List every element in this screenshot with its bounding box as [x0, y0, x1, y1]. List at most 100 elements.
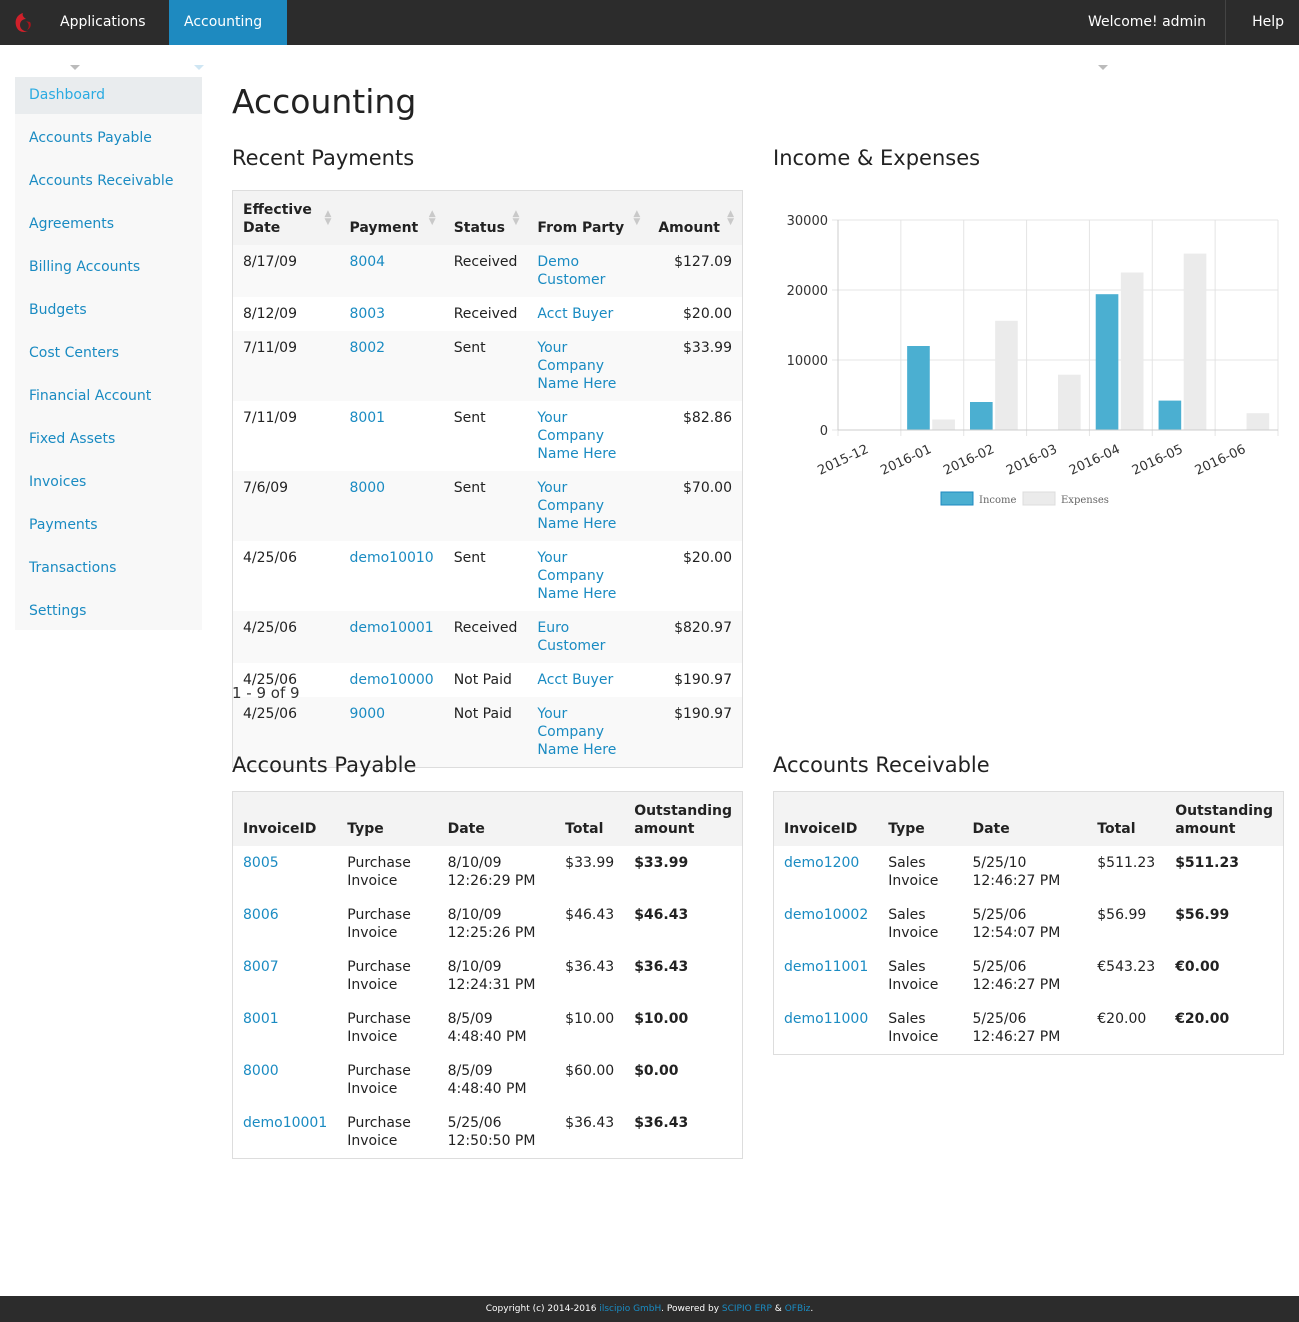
cell-date: 4/25/06 [243, 550, 297, 566]
sidebar-item-accounts-payable[interactable]: Accounts Payable [29, 130, 152, 146]
party-link[interactable]: Your Company Name Here [537, 340, 617, 392]
party-link[interactable]: Demo Customer [537, 254, 606, 288]
table-row: 4/25/06 demo10000 Not Paid Acct Buyer $190.9… [233, 663, 742, 697]
invoice-link[interactable]: demo11000 [784, 1011, 869, 1027]
cell-total: $36.43 [565, 959, 615, 975]
cell-status: Not Paid [453, 672, 512, 688]
cell-total: $56.99 [1097, 907, 1147, 923]
bar-income [1158, 400, 1182, 430]
sidebar-item-billing-accounts[interactable]: Billing Accounts [29, 259, 141, 275]
bar-expenses [995, 320, 1018, 430]
help-link[interactable]: Help [1225, 0, 1299, 45]
sidebar-item-financial-account[interactable]: Financial Account [29, 388, 152, 404]
cell-type: Sales Invoice [888, 907, 939, 941]
table-row: 8007 Purchase Invoice 8/10/09 12:24:31 PM $… [233, 950, 742, 1002]
recent-payments-table: Effective Date ▲ ▼ Payment ▲ ▼ Status ▲ ▼ From… [232, 190, 743, 768]
col-payment[interactable]: Payment ▲ ▼ [339, 191, 444, 245]
company-link[interactable]: ilscipio GmbH [599, 1304, 662, 1314]
cell-payment: 8002 [339, 331, 444, 401]
col-amount[interactable]: Amount ▲ ▼ [648, 191, 742, 245]
x-tick-label: 2015-12 [816, 442, 872, 479]
cell-from-party: Your Company Name Here [527, 471, 649, 541]
cell-invoice-id: demo11000 [774, 1002, 878, 1054]
x-tick-label: 2016-05 [1130, 442, 1186, 479]
cell-status: Sent [453, 550, 486, 566]
cell-amount: $20.00 [683, 550, 732, 566]
payment-link[interactable]: 8000 [349, 480, 386, 496]
party-link[interactable]: Your Company Name Here [537, 706, 617, 758]
cell-payment: demo10001 [339, 611, 444, 663]
cell-invoice-id: 8000 [233, 1054, 337, 1106]
sidebar-item-budgets[interactable]: Budgets [29, 302, 87, 318]
top-navbar: Applications Accounting Welcome! admin H… [0, 0, 1299, 70]
payment-link[interactable]: 8003 [349, 306, 386, 322]
cell-date: 7/11/09 [233, 331, 340, 401]
invoice-link[interactable]: 8006 [243, 907, 279, 923]
invoice-link[interactable]: 8000 [243, 1063, 279, 1079]
x-tick-label: 2016-03 [1004, 442, 1060, 479]
legend-swatch [1022, 491, 1056, 506]
sort-icon: ▲ ▼ [727, 209, 734, 227]
payment-link[interactable]: demo10000 [349, 672, 434, 688]
party-link[interactable]: Euro Customer [537, 620, 606, 654]
col-from-party[interactable]: From Party ▲ ▼ [527, 191, 649, 245]
cell-invoice-id: 8006 [233, 898, 337, 950]
invoice-link[interactable]: demo11001 [784, 959, 869, 975]
sidebar-item-invoices[interactable]: Invoices [29, 474, 87, 490]
cell-total: $46.43 [565, 907, 615, 923]
sidebar-item-transactions[interactable]: Transactions [29, 560, 117, 576]
cell-total: $33.99 [565, 855, 615, 871]
payment-link[interactable]: 8001 [349, 410, 386, 426]
invoice-link[interactable]: demo10002 [784, 907, 869, 923]
payment-link[interactable]: 9000 [349, 706, 386, 722]
sidebar-item-dashboard[interactable]: Dashboard [15, 77, 202, 114]
sidebar-item-fixed-assets[interactable]: Fixed Assets [29, 431, 116, 447]
party-link[interactable]: Your Company Name Here [537, 480, 617, 532]
applications-menu[interactable]: Applications [45, 0, 169, 70]
payment-link[interactable]: 8004 [349, 254, 386, 270]
invoice-link[interactable]: demo1200 [784, 855, 860, 871]
sidebar-item-payments[interactable]: Payments [29, 517, 98, 533]
cell-type: Purchase Invoice [347, 907, 411, 941]
invoice-link[interactable]: 8001 [243, 1011, 279, 1027]
accounting-menu[interactable]: Accounting [169, 0, 287, 70]
scipio-logo-icon[interactable] [10, 10, 36, 36]
invoice-link[interactable]: 8005 [243, 855, 279, 871]
cell-status: Received [443, 611, 528, 663]
table-row: 7/6/09 8000 Sent Your Company Name Here $70.… [233, 471, 742, 541]
party-link[interactable]: Acct Buyer [537, 306, 614, 322]
cell-total: $60.00 [565, 1063, 615, 1079]
sidebar-item-agreements[interactable]: Agreements [29, 216, 115, 232]
cell-date: 8/10/09 12:25:26 PM [447, 907, 536, 941]
bar-income [1095, 294, 1119, 430]
cell-date: 7/6/09 [233, 471, 340, 541]
party-link[interactable]: Your Company Name Here [537, 550, 617, 602]
cell-total: $36.43 [565, 1115, 615, 1131]
sidebar-item-settings[interactable]: Settings [29, 603, 87, 619]
invoice-link[interactable]: 8007 [243, 959, 279, 975]
recent-payments-title: Recent Payments [232, 146, 415, 170]
payment-link[interactable]: demo10001 [349, 620, 434, 636]
invoice-link[interactable]: demo10001 [243, 1115, 328, 1131]
cell-from-party: Acct Buyer [527, 663, 648, 697]
party-link[interactable]: Your Company Name Here [537, 410, 617, 462]
cell-total: $511.23 [1097, 855, 1156, 871]
payment-link[interactable]: 8002 [349, 340, 386, 356]
sidebar-item-accounts-receivable[interactable]: Accounts Receivable [29, 173, 174, 189]
cell-outstanding: $33.99 [634, 855, 689, 871]
user-menu[interactable]: Welcome! admin [1073, 0, 1225, 70]
ofbiz-link[interactable]: OFBiz [784, 1304, 811, 1314]
col-effective-date[interactable]: Effective Date ▲ ▼ [233, 191, 340, 245]
cell-invoice-id: 8001 [233, 1002, 337, 1054]
sidebar-item-cost-centers[interactable]: Cost Centers [29, 345, 119, 361]
cell-invoice-id: demo10002 [774, 898, 878, 950]
cell-outstanding: $56.99 [1175, 907, 1230, 923]
bar-expenses [1058, 374, 1081, 430]
applications-label: Applications [60, 14, 146, 30]
col-status[interactable]: Status ▲ ▼ [443, 191, 528, 245]
cell-amount: $70.00 [648, 471, 742, 541]
payment-link[interactable]: demo10010 [349, 550, 434, 566]
scipio-link[interactable]: SCIPIO ERP [721, 1304, 772, 1314]
party-link[interactable]: Acct Buyer [537, 672, 614, 688]
cell-outstanding: €20.00 [1175, 1011, 1230, 1027]
